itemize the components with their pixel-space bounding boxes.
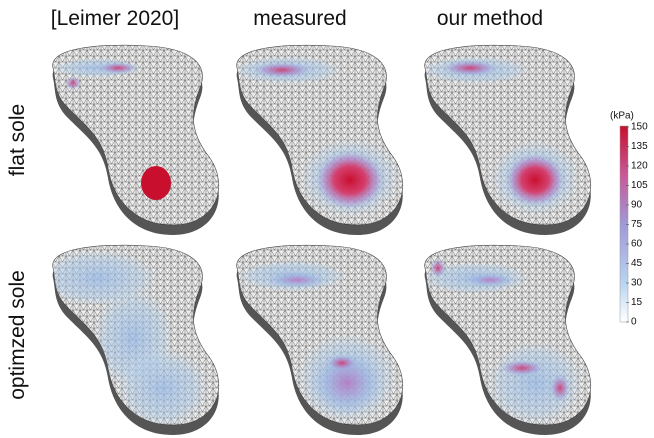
insole-render [52,244,220,435]
insole-render [424,244,592,435]
colorbar-tick-label: 0 [631,317,637,328]
colorbar-unit: (kPa) [610,111,634,122]
colorbar-tick-label: 45 [631,258,643,269]
insole-render [236,244,404,435]
insole-render [236,44,404,235]
column-label: measured [253,7,346,30]
column-label: [Leimer 2020] [51,7,179,30]
colorbar-tick-label: 60 [631,239,643,250]
row-label: optimzed sole [6,270,29,400]
row-label: flat sole [6,104,29,176]
colorbar-tick-label: 150 [631,122,648,133]
colorbar-tick-label: 30 [631,278,643,289]
colorbar-tick-label: 75 [631,219,643,230]
colorbar-tick-label: 120 [631,161,648,172]
column-label: our method [437,7,543,30]
colorbar-tick-label: 105 [631,180,648,191]
colorbar-tick-label: 90 [631,200,643,211]
colorbar-tick-label: 15 [631,297,643,308]
insole-render [424,44,592,235]
colorbar [619,125,629,323]
insole-render [52,44,220,235]
colorbar-tick-label: 135 [631,141,648,152]
